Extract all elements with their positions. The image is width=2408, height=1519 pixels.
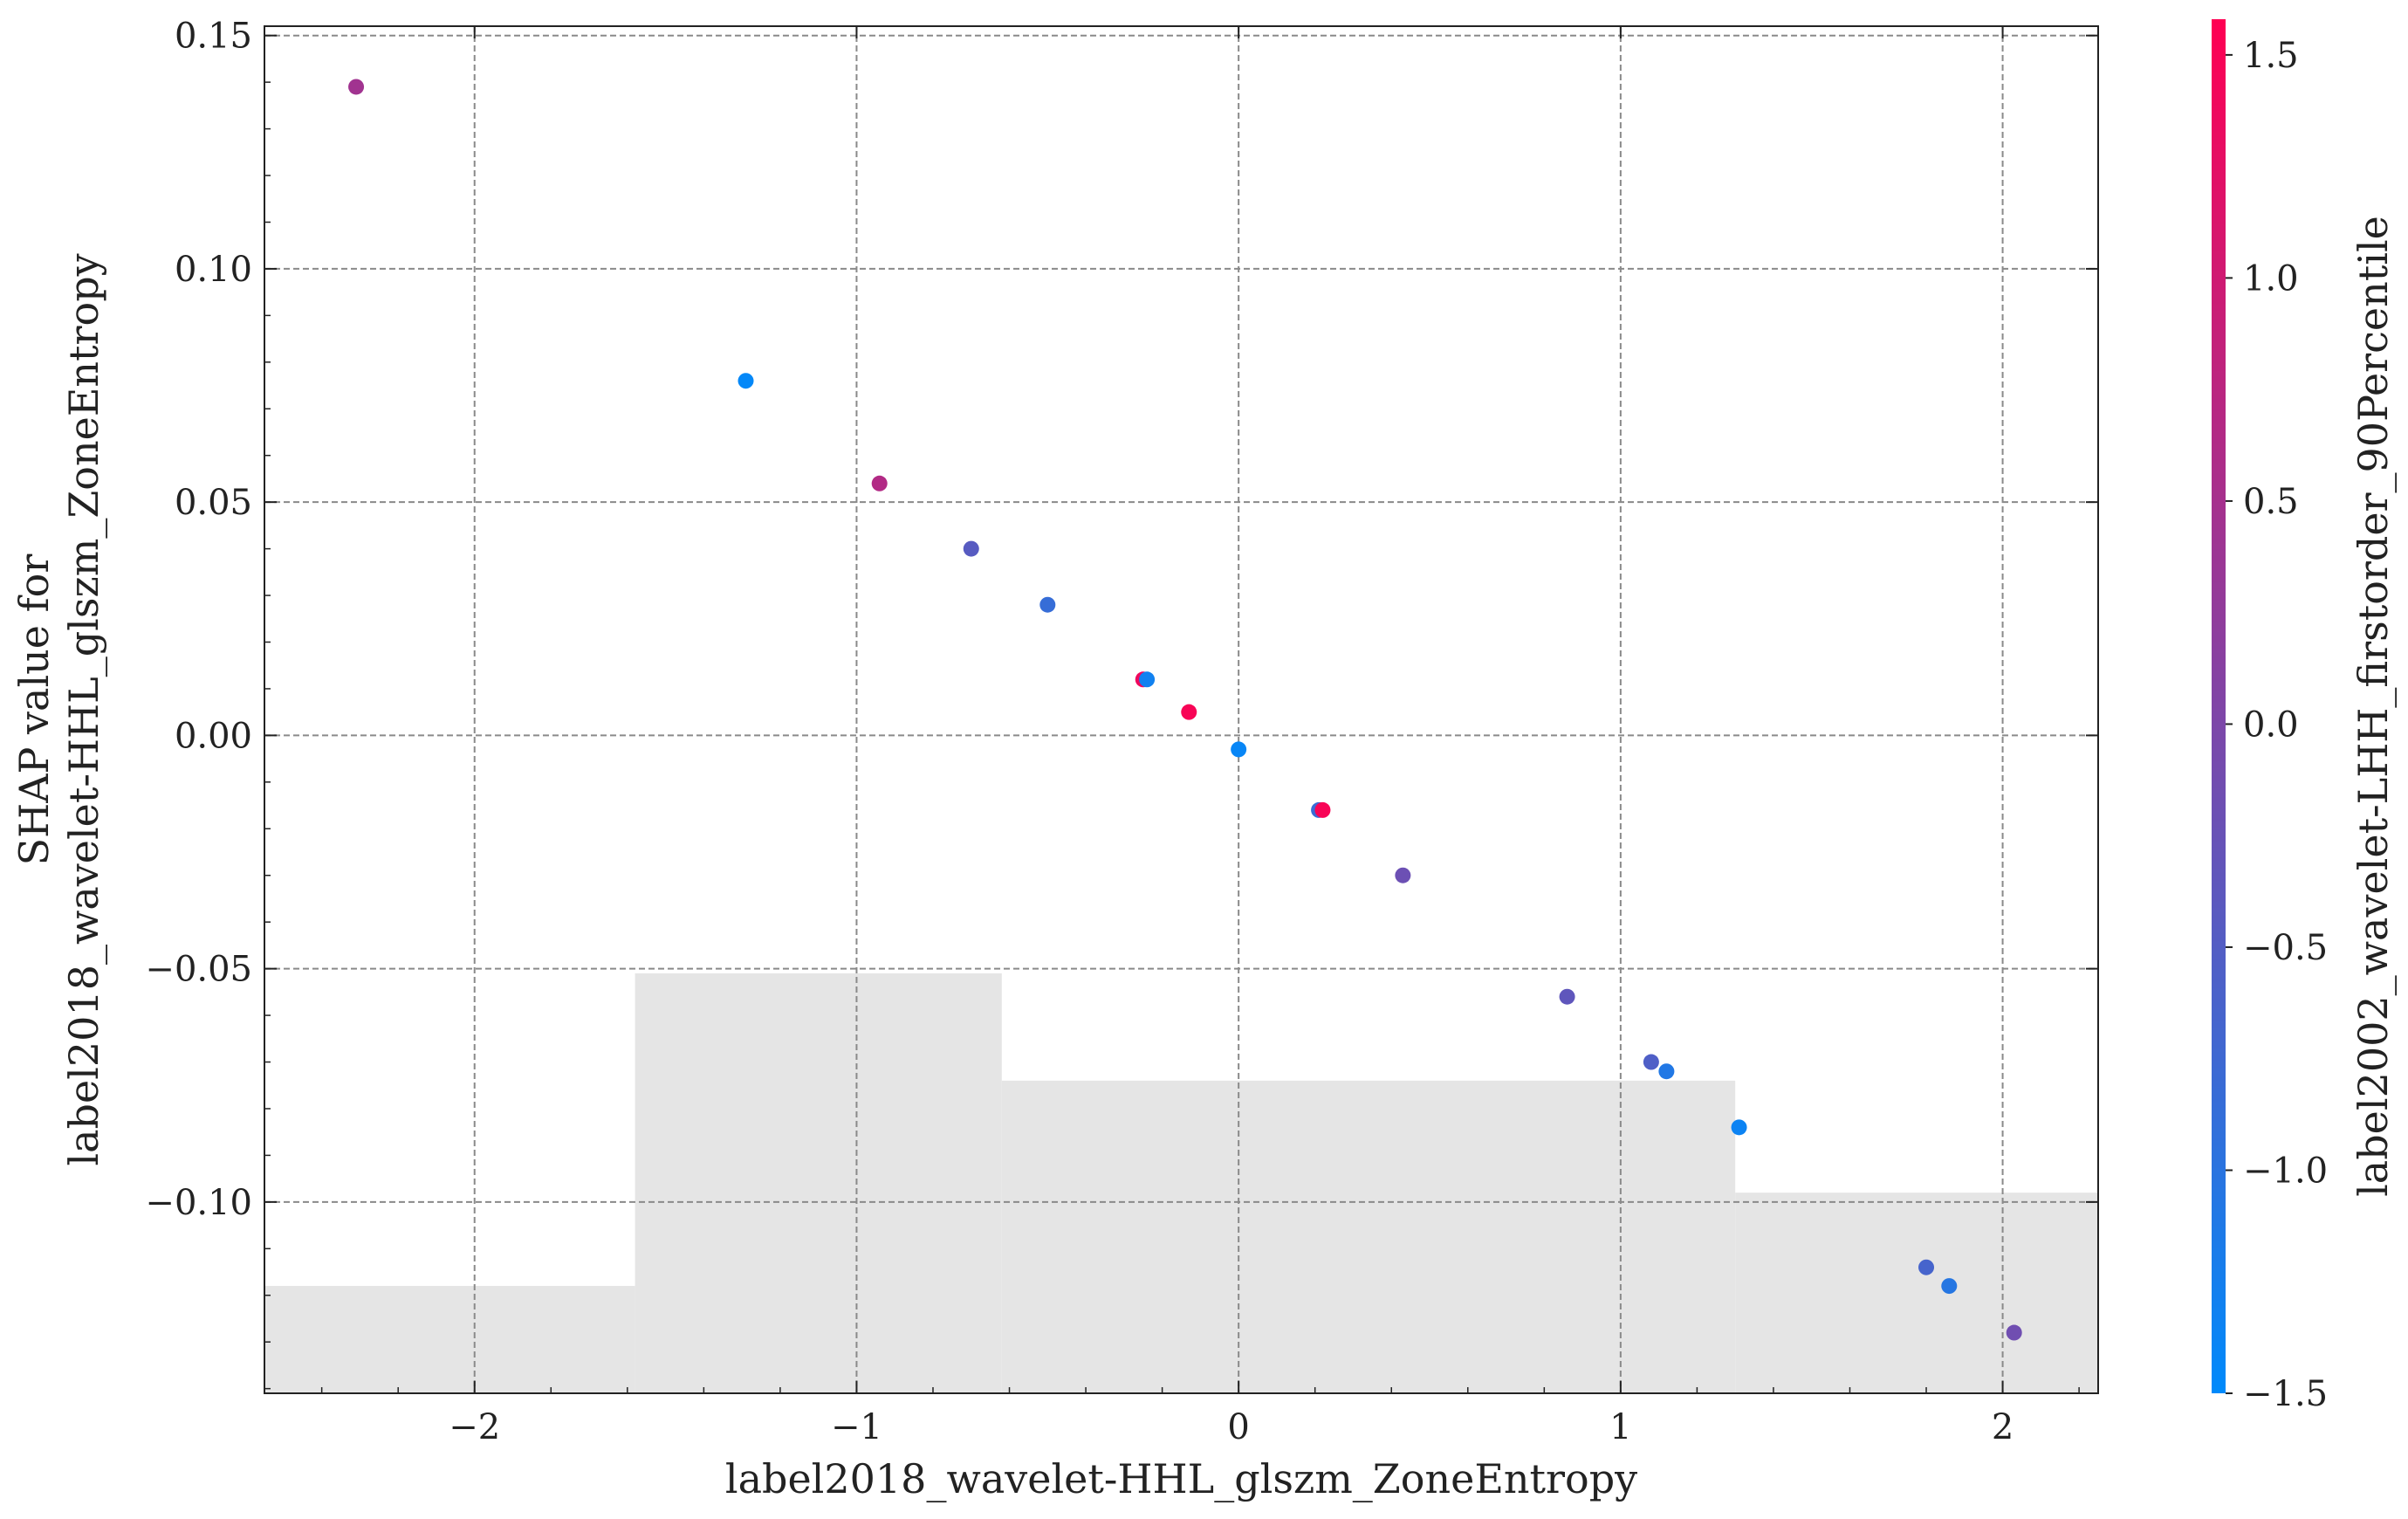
colorbar-ticks: −1.5 −1.0 −0.5 0.0 0.5 1.0 1.5 — [2226, 36, 2328, 1414]
colorbar-tick-label-2: −0.5 — [2243, 928, 2328, 968]
x-tick-label-1: −1 — [831, 1407, 882, 1447]
grid — [264, 26, 2098, 1393]
data-point-3 — [963, 540, 979, 557]
data-point-4 — [1039, 596, 1056, 613]
x-tick-label-0: −2 — [449, 1407, 500, 1447]
x-tick-label-4: 2 — [1992, 1407, 2014, 1447]
data-points — [348, 79, 2022, 1341]
y-tick-label-3: 0.05 — [175, 483, 252, 523]
y-tick-label-1: −0.05 — [145, 950, 252, 990]
data-point-11 — [1395, 867, 1411, 883]
y-axis-label-line-1: SHAP value for — [10, 554, 58, 866]
x-tick-label-3: 1 — [1609, 1407, 1631, 1447]
data-point-13 — [1643, 1054, 1659, 1070]
data-point-14 — [1658, 1063, 1675, 1080]
x-axis-label: label2018_wavelet-HHL_glszm_ZoneEntropy — [725, 1455, 1637, 1502]
colorbar — [2212, 19, 2226, 1393]
histogram-bar-1 — [635, 973, 1002, 1393]
x-tick-label-2: 0 — [1227, 1407, 1249, 1447]
y-tick-label-5: 0.15 — [175, 17, 252, 57]
plot-area-frame — [264, 25, 2099, 1394]
histogram-background — [264, 973, 2098, 1393]
colorbar-tick-label-3: 0.0 — [2243, 705, 2299, 745]
colorbar-tick-label-0: −1.5 — [2243, 1374, 2328, 1414]
x-axis-ticks: −2 −1 0 1 2 — [320, 26, 2080, 1447]
y-tick-label-2: 0.00 — [175, 716, 252, 756]
y-tick-label-0: −0.10 — [145, 1183, 252, 1223]
histogram-bar-2 — [1001, 1080, 1736, 1393]
colorbar-tick-label-5: 1.0 — [2243, 258, 2299, 299]
colorbar-tick-label-4: 0.5 — [2243, 482, 2299, 522]
data-point-18 — [2006, 1324, 2022, 1341]
data-point-1 — [737, 373, 754, 389]
data-point-2 — [871, 475, 888, 491]
data-point-10 — [1314, 801, 1331, 818]
y-axis-label: SHAP value for label2018_wavelet-HHL_gls… — [10, 253, 107, 1165]
data-point-12 — [1559, 988, 1575, 1005]
colorbar-tick-label-1: −1.0 — [2243, 1151, 2328, 1191]
data-point-16 — [1918, 1259, 1935, 1275]
y-axis-ticks: −0.10 −0.05 0.00 0.05 0.10 0.15 — [145, 17, 2098, 1390]
y-tick-label-4: 0.10 — [175, 250, 252, 290]
histogram-bar-0 — [264, 1286, 635, 1393]
histogram-bar-3 — [1735, 1193, 2098, 1393]
y-axis-label-line-2: label2018_wavelet-HHL_glszm_ZoneEntropy — [60, 253, 107, 1165]
data-point-0 — [348, 79, 365, 95]
data-point-15 — [1731, 1119, 1747, 1136]
data-point-17 — [1941, 1278, 1958, 1295]
data-point-6 — [1139, 671, 1156, 688]
data-point-8 — [1231, 741, 1247, 758]
colorbar-tick-label-6: 1.5 — [2243, 36, 2299, 76]
colorbar-label: label2002_wavelet-LHH_firstorder_90Perce… — [2350, 216, 2397, 1197]
data-point-7 — [1181, 704, 1197, 720]
